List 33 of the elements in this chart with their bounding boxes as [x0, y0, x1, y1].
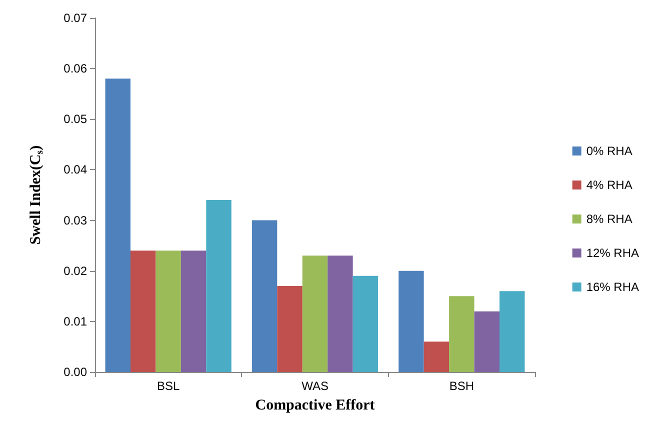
- bar: [105, 78, 130, 372]
- bar: [449, 296, 474, 372]
- y-tick-label: 0.01: [64, 314, 88, 328]
- legend-label: 16% RHA: [586, 280, 639, 294]
- bar: [302, 256, 328, 372]
- bar: [130, 250, 156, 372]
- bar: [180, 250, 206, 372]
- bar: [328, 256, 353, 372]
- legend-label: 0% RHA: [586, 144, 632, 158]
- y-tick-label: 0.04: [64, 162, 88, 177]
- bar: [156, 250, 181, 372]
- bar: [252, 220, 278, 372]
- bar: [352, 276, 378, 372]
- bar: [474, 311, 500, 372]
- bar: [500, 291, 525, 372]
- legend-label: 4% RHA: [586, 178, 632, 192]
- y-tick-label: 0.06: [64, 62, 88, 76]
- y-tick-label: 0.05: [64, 112, 88, 126]
- y-tick-label: 0.00: [64, 365, 88, 379]
- y-tick-label: 0.03: [64, 213, 88, 228]
- y-tick-label: 0.07: [64, 11, 88, 25]
- bar: [206, 200, 232, 372]
- x-axis-title: Compactive Effort: [255, 398, 375, 414]
- legend-label: 8% RHA: [586, 212, 632, 226]
- legend-label: 12% RHA: [586, 246, 639, 260]
- bar: [424, 342, 450, 372]
- x-tick-label: BSH: [449, 379, 474, 393]
- y-axis-title: Swell Index(Cs): [28, 145, 46, 245]
- y-tick-label: 0.02: [64, 264, 88, 278]
- bar: [398, 270, 424, 372]
- x-tick-label: WAS: [302, 379, 328, 393]
- x-tick-label: BSL: [156, 379, 180, 393]
- bar: [277, 286, 302, 372]
